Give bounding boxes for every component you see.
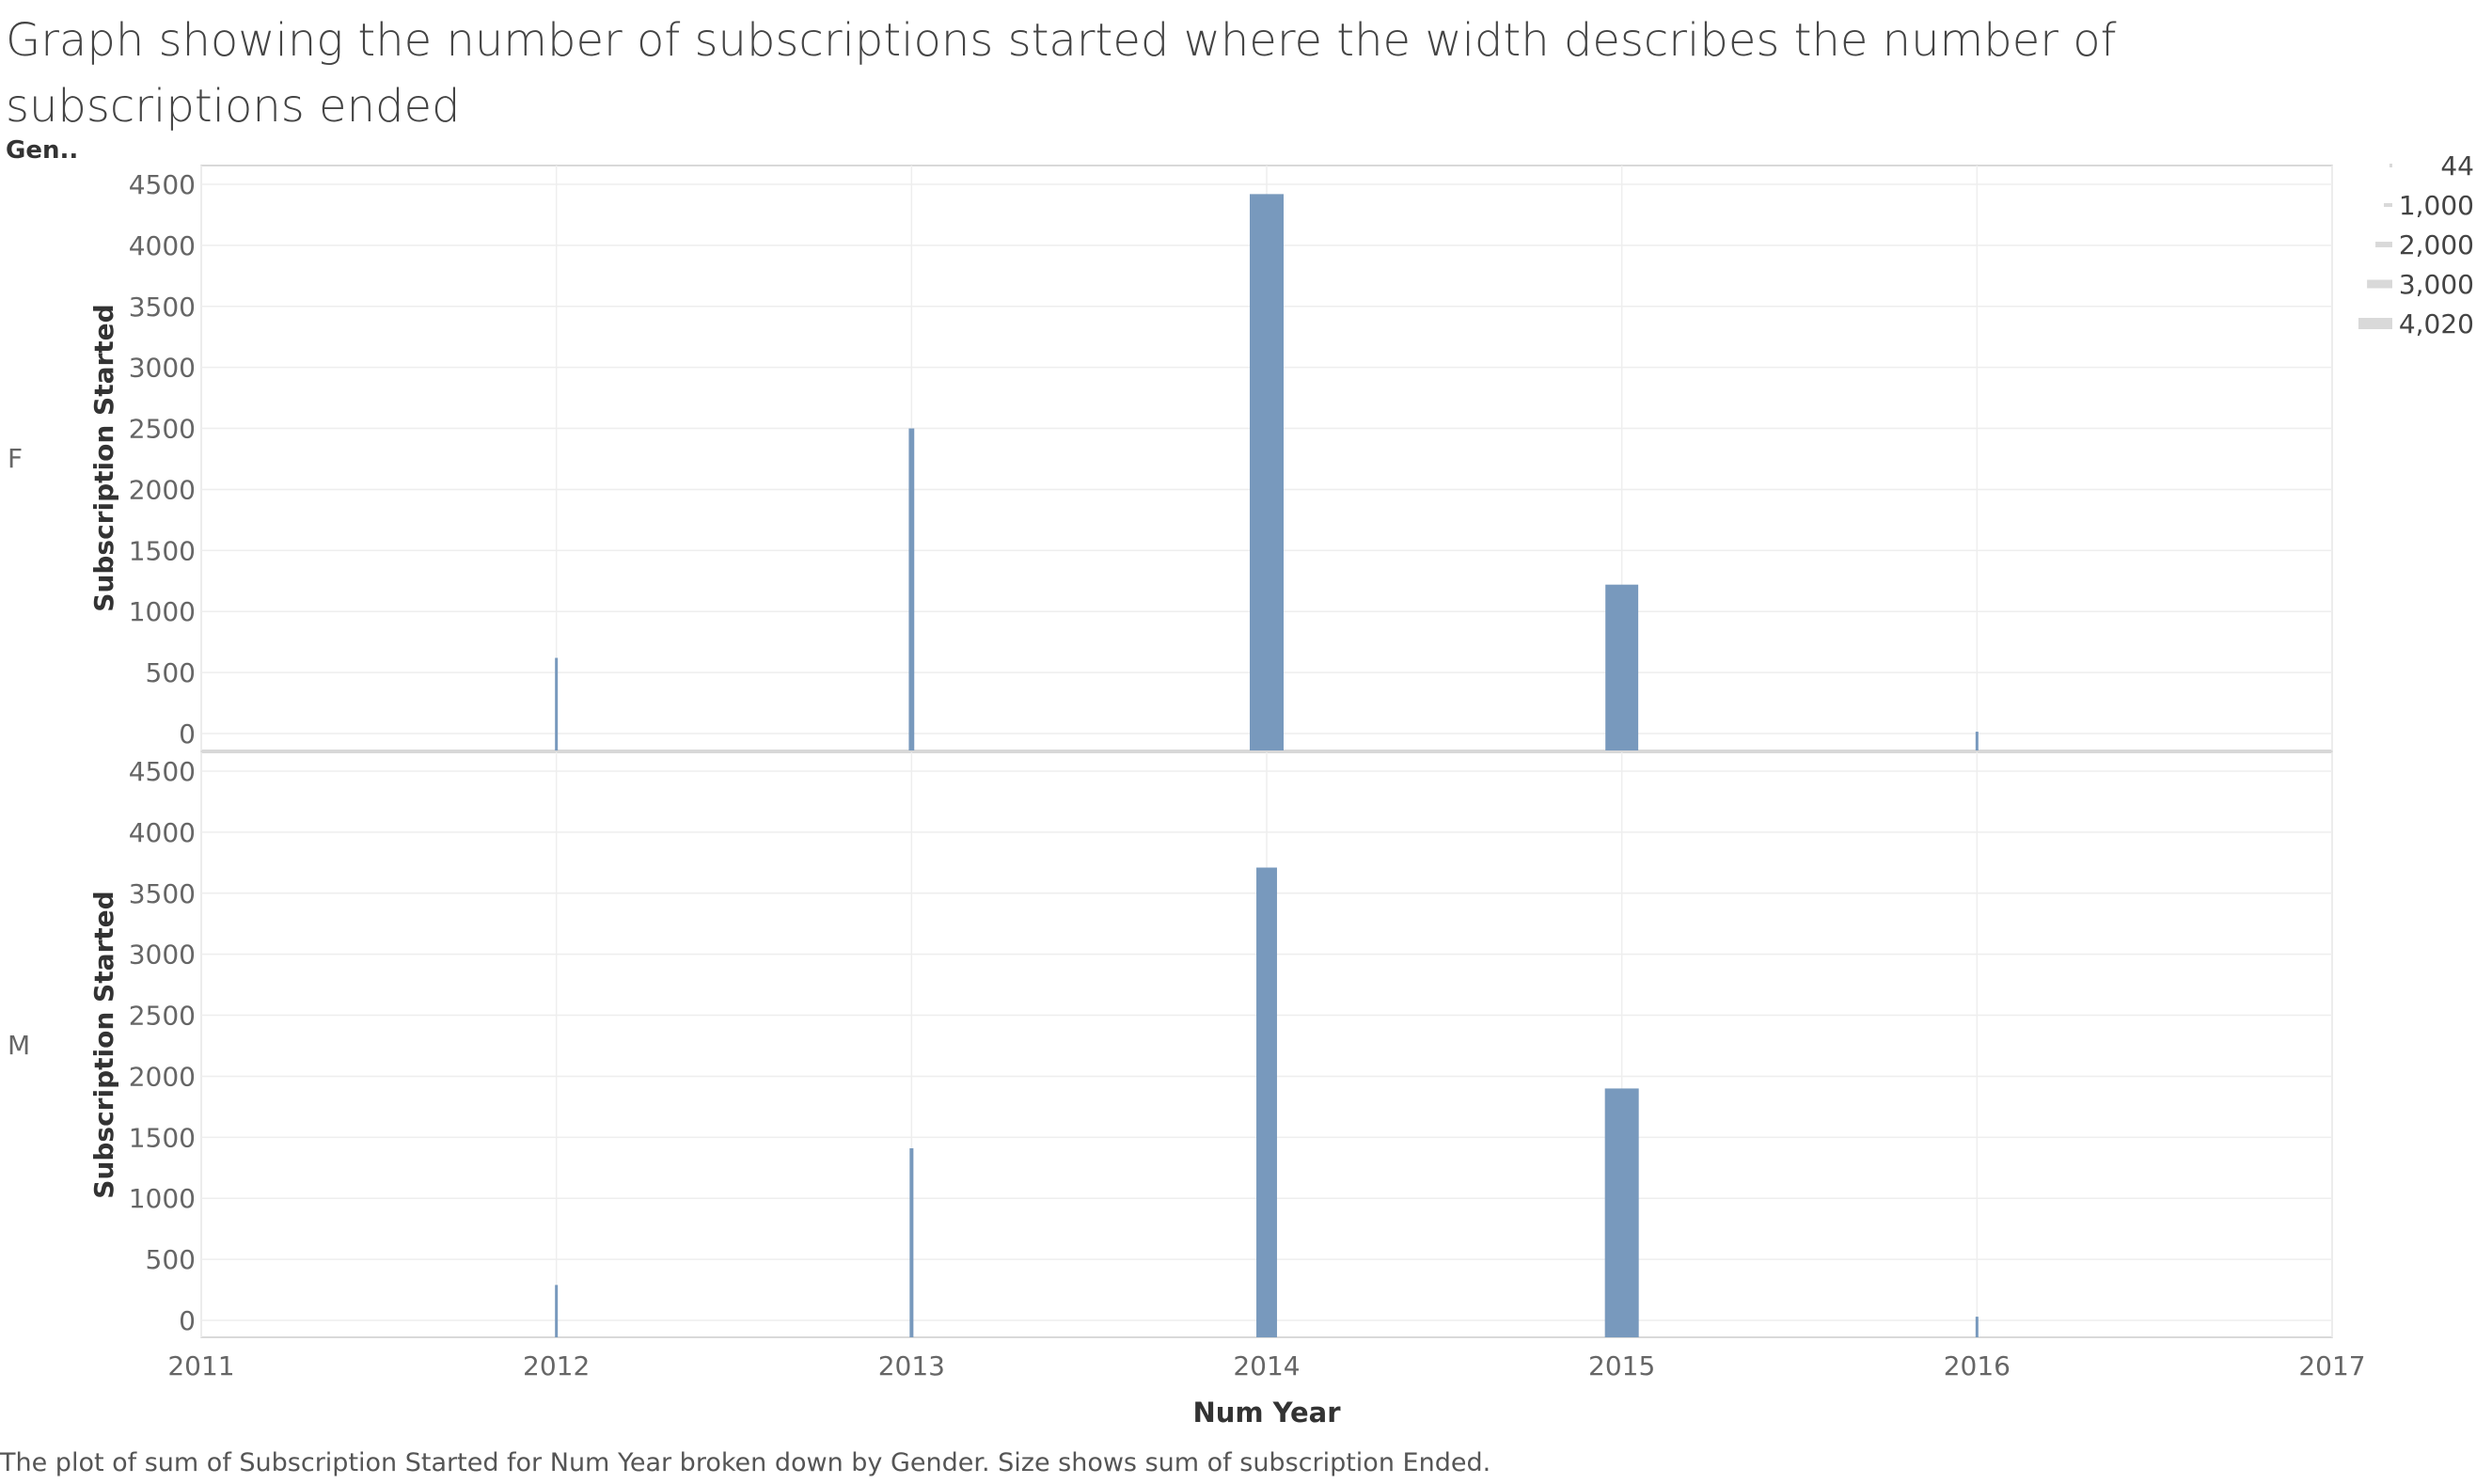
bar-m-2012 bbox=[555, 1285, 559, 1337]
y-tick-label: 4500 bbox=[129, 169, 196, 200]
y-axis-label: Subscription Started bbox=[88, 304, 119, 611]
chart-caption: The plot of sum of Subscription Started … bbox=[0, 1448, 1491, 1477]
x-tick-label: 2017 bbox=[2298, 1350, 2365, 1381]
x-tick-label: 2015 bbox=[1588, 1350, 1655, 1381]
y-tick-label: 3000 bbox=[129, 353, 196, 384]
bar-f-2012 bbox=[555, 657, 559, 750]
bar-f-2016 bbox=[1975, 732, 1979, 750]
y-tick-label: 500 bbox=[146, 657, 196, 688]
y-tick-label: 2500 bbox=[129, 414, 196, 445]
y-tick-label: 2500 bbox=[129, 1001, 196, 1032]
y-tick-label: 0 bbox=[179, 1305, 196, 1336]
x-tick-label: 2016 bbox=[1944, 1350, 2011, 1381]
size-legend-swatch bbox=[2367, 279, 2392, 289]
size-legend-label: 44 bbox=[2440, 150, 2474, 182]
size-legend-swatch bbox=[2389, 164, 2392, 167]
y-tick-label: 500 bbox=[146, 1244, 196, 1275]
chart-title: Graph showing the number of subscription… bbox=[6, 14, 2117, 133]
y-tick-label: 0 bbox=[179, 718, 196, 750]
y-tick-label: 1500 bbox=[129, 535, 196, 566]
bar-m-2015 bbox=[1604, 1088, 1639, 1337]
size-legend-swatch bbox=[2358, 318, 2392, 329]
bar-f-2014 bbox=[1250, 194, 1284, 751]
size-legend-swatch bbox=[2375, 242, 2392, 247]
size-legend-label: 1,000 bbox=[2399, 190, 2474, 221]
y-tick-label: 4500 bbox=[129, 756, 196, 787]
facet-label-f: F bbox=[8, 443, 23, 474]
bar-f-2013 bbox=[908, 428, 915, 750]
size-legend-label: 3,000 bbox=[2399, 269, 2474, 300]
bar-f-2015 bbox=[1605, 584, 1639, 750]
y-tick-label: 3000 bbox=[129, 939, 196, 971]
size-legend-label: 4,020 bbox=[2399, 308, 2474, 339]
facet-header: Gen.. bbox=[6, 136, 78, 165]
y-tick-label: 1500 bbox=[129, 1122, 196, 1153]
y-tick-label: 1000 bbox=[129, 596, 196, 627]
y-axis-label: Subscription Started bbox=[88, 891, 119, 1198]
size-legend-swatch bbox=[2384, 203, 2392, 207]
plot-area: 0 500 1000 1500 2000 2500 3000 3500 4000 4500 Subs… bbox=[8, 165, 2366, 1429]
x-tick-label: 2013 bbox=[878, 1350, 945, 1381]
y-tick-label: 4000 bbox=[129, 230, 196, 261]
x-axis-label: Num Year bbox=[1192, 1397, 1341, 1429]
y-tick-label: 3500 bbox=[129, 292, 196, 323]
bar-m-2013 bbox=[909, 1148, 914, 1337]
bar-m-2014 bbox=[1256, 867, 1277, 1337]
x-tick-label: 2011 bbox=[167, 1350, 234, 1381]
x-tick-label: 2012 bbox=[523, 1350, 590, 1381]
y-tick-label: 2000 bbox=[129, 474, 196, 505]
facet-label-m: M bbox=[8, 1030, 30, 1061]
y-tick-label: 4000 bbox=[129, 817, 196, 848]
y-tick-label: 2000 bbox=[129, 1061, 196, 1092]
y-tick-label: 1000 bbox=[129, 1183, 196, 1214]
y-tick-label: 3500 bbox=[129, 878, 196, 909]
size-legend-label: 2,000 bbox=[2399, 229, 2474, 260]
bar-m-2016 bbox=[1975, 1317, 1979, 1337]
size-legend: 44 1,000 2,000 3,000 4,020 bbox=[2358, 150, 2474, 339]
x-tick-label: 2014 bbox=[1233, 1350, 1300, 1381]
